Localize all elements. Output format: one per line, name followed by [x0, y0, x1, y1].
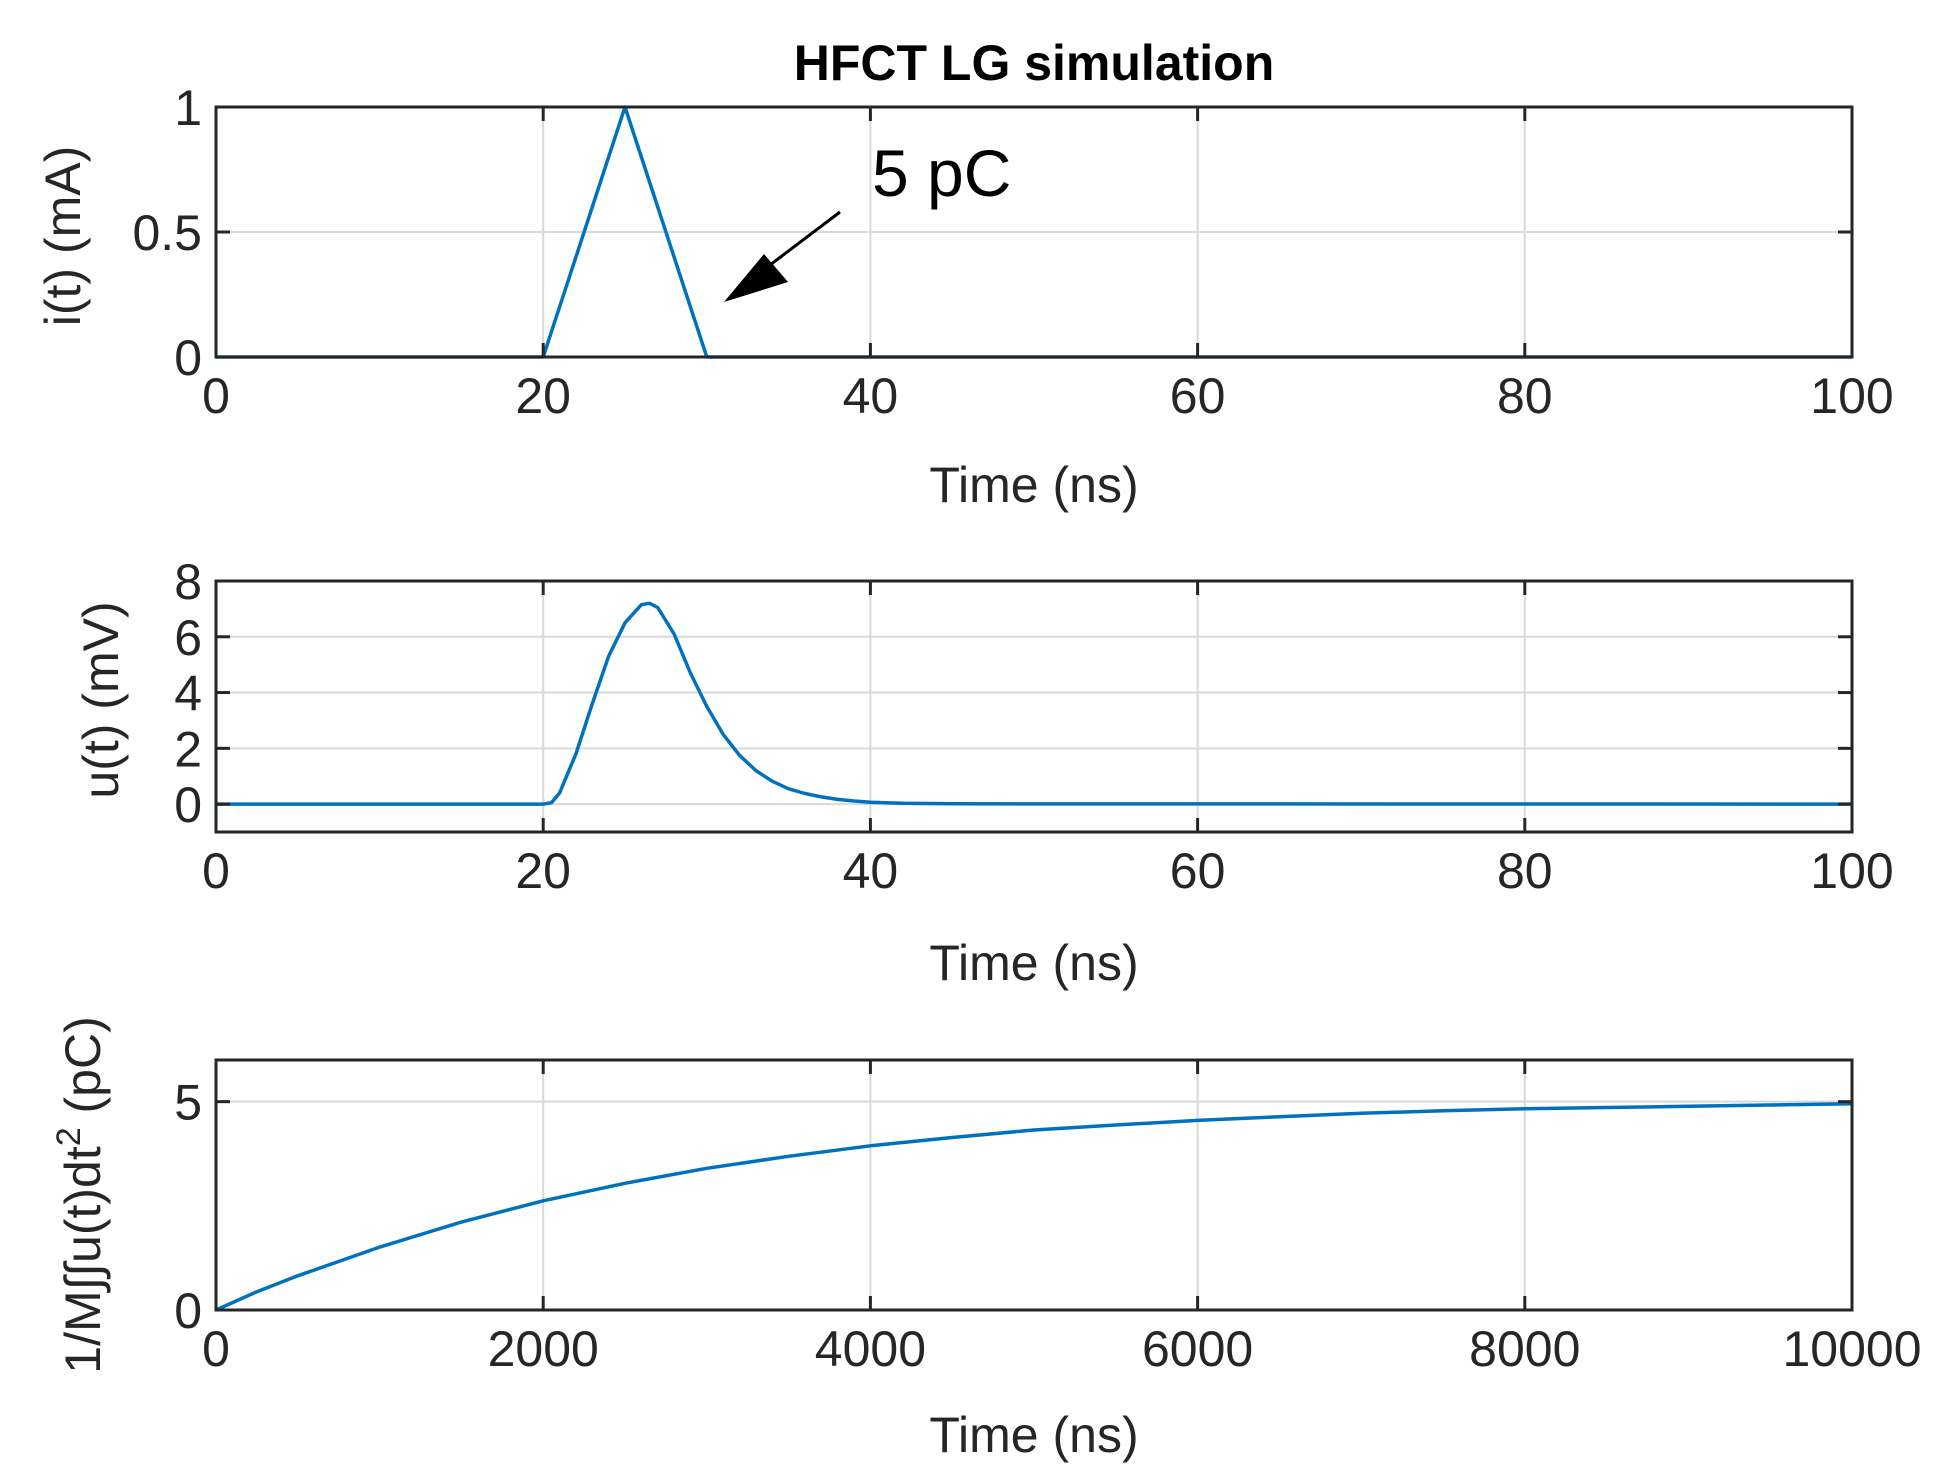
x-tick-label: 0	[202, 843, 230, 899]
y-tick-label: 0	[174, 1283, 202, 1339]
y-axis-label-sup: 2	[50, 1127, 88, 1146]
x-tick-label: 6000	[1142, 1321, 1253, 1377]
x-tick-label: 10000	[1782, 1321, 1921, 1377]
x-tick-label: 0	[202, 368, 230, 424]
annotation: 5 pC	[724, 136, 1011, 302]
axes-box	[214, 1058, 1854, 1312]
y-tick-label: 0	[174, 777, 202, 833]
chart-title: HFCT LG simulation	[794, 35, 1275, 91]
x-tick-label: 60	[1170, 843, 1226, 899]
x-tick-label: 80	[1497, 843, 1553, 899]
y-axis-label: u(t) (mV)	[73, 601, 129, 798]
y-tick-label: 5	[174, 1075, 202, 1131]
x-tick-label: 20	[515, 843, 571, 899]
y-axis-label-main: 1/M∫∫u(t)dt	[55, 1146, 111, 1374]
x-tick-label: 20	[515, 368, 571, 424]
annotation-arrow-shaft	[765, 210, 841, 270]
annotation-arrow-head	[724, 254, 788, 302]
x-tick-label: 100	[1810, 843, 1893, 899]
x-axis-label: Time (ns)	[929, 935, 1138, 991]
x-tick-label: 80	[1497, 368, 1553, 424]
series-line-charge	[215, 1102, 1853, 1312]
x-tick-label: 0	[202, 1321, 230, 1377]
x-tick-label: 40	[843, 368, 899, 424]
axes-box	[214, 579, 1854, 834]
x-tick-label: 4000	[815, 1321, 926, 1377]
y-tick-label: 4	[174, 666, 202, 722]
y-axis-label: 1/M∫∫u(t)dt2 (pC)	[50, 1016, 111, 1373]
x-tick-label: 8000	[1469, 1321, 1580, 1377]
series-line-u-t-	[216, 601, 1853, 806]
y-axis-label-tail: (pC)	[55, 1016, 111, 1127]
y-axis-label: i(t) (mA)	[35, 146, 91, 327]
y-tick-label: 2	[174, 721, 202, 777]
y-tick-label: 6	[174, 610, 202, 666]
x-tick-label: 2000	[488, 1321, 599, 1377]
y-tick-label: 8	[174, 554, 202, 610]
y-tick-label: 1	[174, 80, 202, 136]
y-tick-label: 0.5	[132, 205, 202, 261]
x-tick-label: 100	[1810, 368, 1893, 424]
x-tick-label: 40	[843, 843, 899, 899]
panel-current: HFCT LG simulation 0 20 40 60 80 100 0 0.5 1 Tim…	[35, 35, 1894, 513]
x-axis-label: Time (ns)	[929, 1407, 1138, 1463]
panel-charge: 0 2000 4000 6000 8000 10000 0 5 Time (ns) 1/M∫∫…	[50, 1016, 1922, 1463]
x-tick-label: 60	[1170, 368, 1226, 424]
y-tick-label: 0	[174, 330, 202, 386]
annotation-text: 5 pC	[872, 136, 1011, 210]
x-axis-label: Time (ns)	[929, 457, 1138, 513]
